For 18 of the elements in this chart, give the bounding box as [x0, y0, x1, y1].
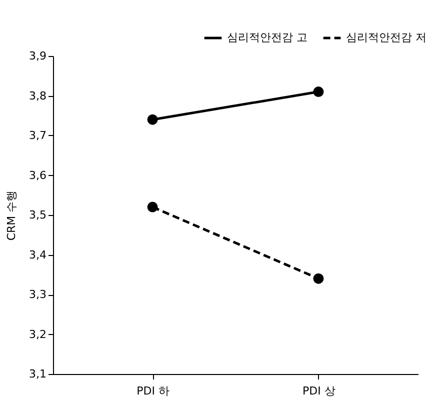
y-tick-label: 3,7: [29, 129, 46, 142]
y-tick-label: 3,8: [29, 89, 46, 102]
y-axis-title: CRM 수행: [5, 190, 18, 241]
x-tick-label: PDI 하: [136, 384, 170, 398]
point: [313, 273, 324, 284]
x-tick-label: PDI 상: [302, 384, 336, 398]
y-tick-label: 3,2: [29, 328, 46, 341]
y-tick-label: 3,3: [29, 288, 46, 301]
y-tick-label: 3,6: [29, 168, 46, 182]
point: [147, 202, 158, 212]
y-tick-label: 3,5: [29, 208, 46, 222]
y-tick-label: 3,9: [29, 50, 46, 62]
y-tick-label: 3,4: [29, 248, 46, 262]
legend-label: 심리적안전감 저: [346, 31, 426, 44]
point: [147, 114, 158, 125]
legend-label: 심리적안전감 고: [227, 31, 308, 44]
point: [313, 86, 324, 98]
y-tick-label: 3,1: [29, 368, 46, 380]
